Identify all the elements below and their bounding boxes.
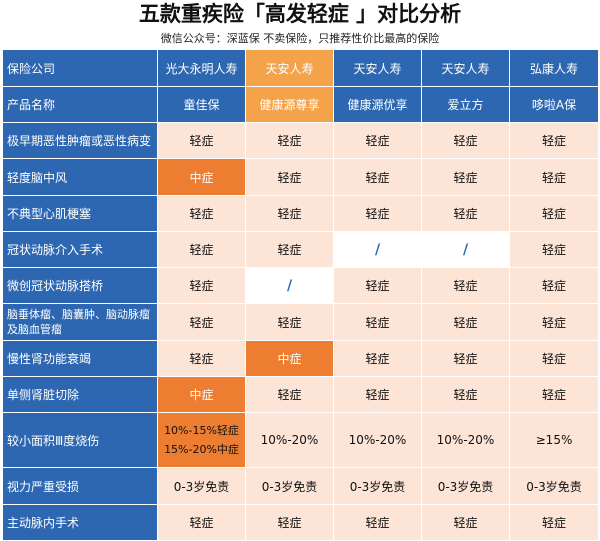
condition-label: 轻度脑中风 — [2, 158, 158, 196]
table-cell: 0-3岁免责 — [509, 467, 599, 505]
condition-label: 脑垂体瘤、脑囊肿、脑动脉瘤及脑血管瘤 — [2, 303, 158, 341]
table-cell: 轻症 — [333, 122, 422, 159]
table-cell: 轻症 — [333, 376, 422, 413]
product-name: 健康源尊享 — [245, 86, 334, 123]
table-cell: 轻症 — [509, 303, 599, 341]
header-row-company: 保险公司 光大永明人寿 天安人寿 天安人寿 天安人寿 弘康人寿 — [2, 49, 599, 87]
table-cell: 0-3岁免责 — [157, 467, 246, 505]
company-name: 天安人寿 — [333, 49, 422, 87]
table-cell: 中症 — [157, 376, 246, 413]
table-cell: 轻症 — [333, 303, 422, 341]
table-cell: 轻症 — [245, 195, 334, 232]
table-row: 极早期恶性肿瘤或恶性病变 轻症 轻症 轻症 轻症 轻症 — [2, 122, 599, 159]
table-cell: 轻症 — [509, 231, 599, 268]
table-cell: 轻症 — [421, 195, 510, 232]
table-cell: 0-3岁免责 — [245, 467, 334, 505]
condition-label: 不典型心肌梗塞 — [2, 195, 158, 232]
table-cell: 轻症 — [157, 267, 246, 304]
table-cell: 轻症 — [157, 195, 246, 232]
table-cell: 轻症 — [421, 504, 510, 541]
table-cell: 轻症 — [421, 122, 510, 159]
product-name: 健康源优享 — [333, 86, 422, 123]
table-cell: 轻症 — [509, 340, 599, 377]
table-row: 不典型心肌梗塞 轻症 轻症 轻症 轻症 轻症 — [2, 195, 599, 232]
comparison-table: 保险公司 光大永明人寿 天安人寿 天安人寿 天安人寿 弘康人寿 产品名称 童佳保… — [2, 49, 599, 541]
condition-label: 主动脉内手术 — [2, 504, 158, 541]
table-cell: 轻症 — [421, 267, 510, 304]
table-row: 冠状动脉介入手术 轻症 轻症 / / 轻症 — [2, 231, 599, 268]
table-cell: 轻症 — [509, 267, 599, 304]
table-cell: 轻症 — [509, 376, 599, 413]
table-cell: 轻症 — [157, 231, 246, 268]
company-label: 保险公司 — [2, 49, 158, 87]
table-row: 主动脉内手术 轻症 轻症 轻症 轻症 轻症 — [2, 504, 599, 541]
table-cell: 轻症 — [333, 195, 422, 232]
table-cell: 轻症 — [509, 195, 599, 232]
table-cell: 轻症 — [245, 504, 334, 541]
table-cell: 0-3岁免责 — [333, 467, 422, 505]
table-cell: 轻症 — [157, 504, 246, 541]
condition-label: 较小面积Ⅲ度烧伤 — [2, 412, 158, 468]
condition-label: 微创冠状动脉搭桥 — [2, 267, 158, 304]
table-cell: 10%-20% — [245, 412, 334, 468]
table-cell: 轻症 — [245, 158, 334, 196]
table-cell: 轻症 — [509, 158, 599, 196]
table-cell: 轻症 — [245, 376, 334, 413]
condition-label: 视力严重受损 — [2, 467, 158, 505]
table-cell: 中症 — [245, 340, 334, 377]
table-cell: 轻症 — [157, 303, 246, 341]
table-row: 微创冠状动脉搭桥 轻症 / 轻症 轻症 轻症 — [2, 267, 599, 304]
table-cell: 轻症 — [157, 122, 246, 159]
table-cell: 轻症 — [421, 340, 510, 377]
table-cell: 轻症 — [509, 122, 599, 159]
table-row: 轻度脑中风 中症 轻症 轻症 轻症 轻症 — [2, 158, 599, 196]
company-name: 光大永明人寿 — [157, 49, 246, 87]
table-cell: 中症 — [157, 158, 246, 196]
table-cell: / — [245, 267, 334, 304]
table-cell: 轻症 — [245, 303, 334, 341]
table-row: 慢性肾功能衰竭 轻症 中症 轻症 轻症 轻症 — [2, 340, 599, 377]
table-cell: 0-3岁免责 — [421, 467, 510, 505]
table-cell: 轻症 — [245, 231, 334, 268]
table-cell: 轻症 — [333, 340, 422, 377]
company-name: 天安人寿 — [421, 49, 510, 87]
header-row-product: 产品名称 童佳保 健康源尊享 健康源优享 爱立方 哆啦A保 — [2, 86, 599, 123]
table-cell: 10%-20% — [333, 412, 422, 468]
product-name: 爱立方 — [421, 86, 510, 123]
table-cell: 10%-20% — [421, 412, 510, 468]
table-cell: / — [421, 231, 510, 268]
table-cell: 轻症 — [509, 504, 599, 541]
table-cell: 轻症 — [333, 158, 422, 196]
company-name: 天安人寿 — [245, 49, 334, 87]
table-cell: 轻症 — [333, 267, 422, 304]
product-name: 哆啦A保 — [509, 86, 599, 123]
table-cell: 10%-15%轻症 15%-20%中症 — [157, 412, 246, 468]
table-cell: 轻症 — [333, 504, 422, 541]
condition-label: 极早期恶性肿瘤或恶性病变 — [2, 122, 158, 159]
condition-label: 冠状动脉介入手术 — [2, 231, 158, 268]
company-name: 弘康人寿 — [509, 49, 599, 87]
table-row: 较小面积Ⅲ度烧伤 10%-15%轻症 15%-20%中症 10%-20% 10%… — [2, 412, 599, 468]
table-cell: 轻症 — [421, 303, 510, 341]
table-row: 单侧肾脏切除 中症 轻症 轻症 轻症 轻症 — [2, 376, 599, 413]
table-cell: / — [333, 231, 422, 268]
page-title: 五款重疾险「高发轻症 」对比分析 — [138, 2, 462, 26]
condition-label: 单侧肾脏切除 — [2, 376, 158, 413]
table-cell: ≥15% — [509, 412, 599, 468]
condition-label: 慢性肾功能衰竭 — [2, 340, 158, 377]
page-subtitle: 微信公众号：深蓝保 不卖保险，只推荐性价比最高的保险 — [160, 32, 440, 45]
product-name: 童佳保 — [157, 86, 246, 123]
table-cell: 轻症 — [157, 340, 246, 377]
table-cell: 轻症 — [421, 158, 510, 196]
table-cell: 轻症 — [421, 376, 510, 413]
product-label: 产品名称 — [2, 86, 158, 123]
table-row: 视力严重受损 0-3岁免责 0-3岁免责 0-3岁免责 0-3岁免责 0-3岁免… — [2, 467, 599, 505]
table-row: 脑垂体瘤、脑囊肿、脑动脉瘤及脑血管瘤 轻症 轻症 轻症 轻症 轻症 — [2, 303, 599, 341]
table-cell: 轻症 — [245, 122, 334, 159]
